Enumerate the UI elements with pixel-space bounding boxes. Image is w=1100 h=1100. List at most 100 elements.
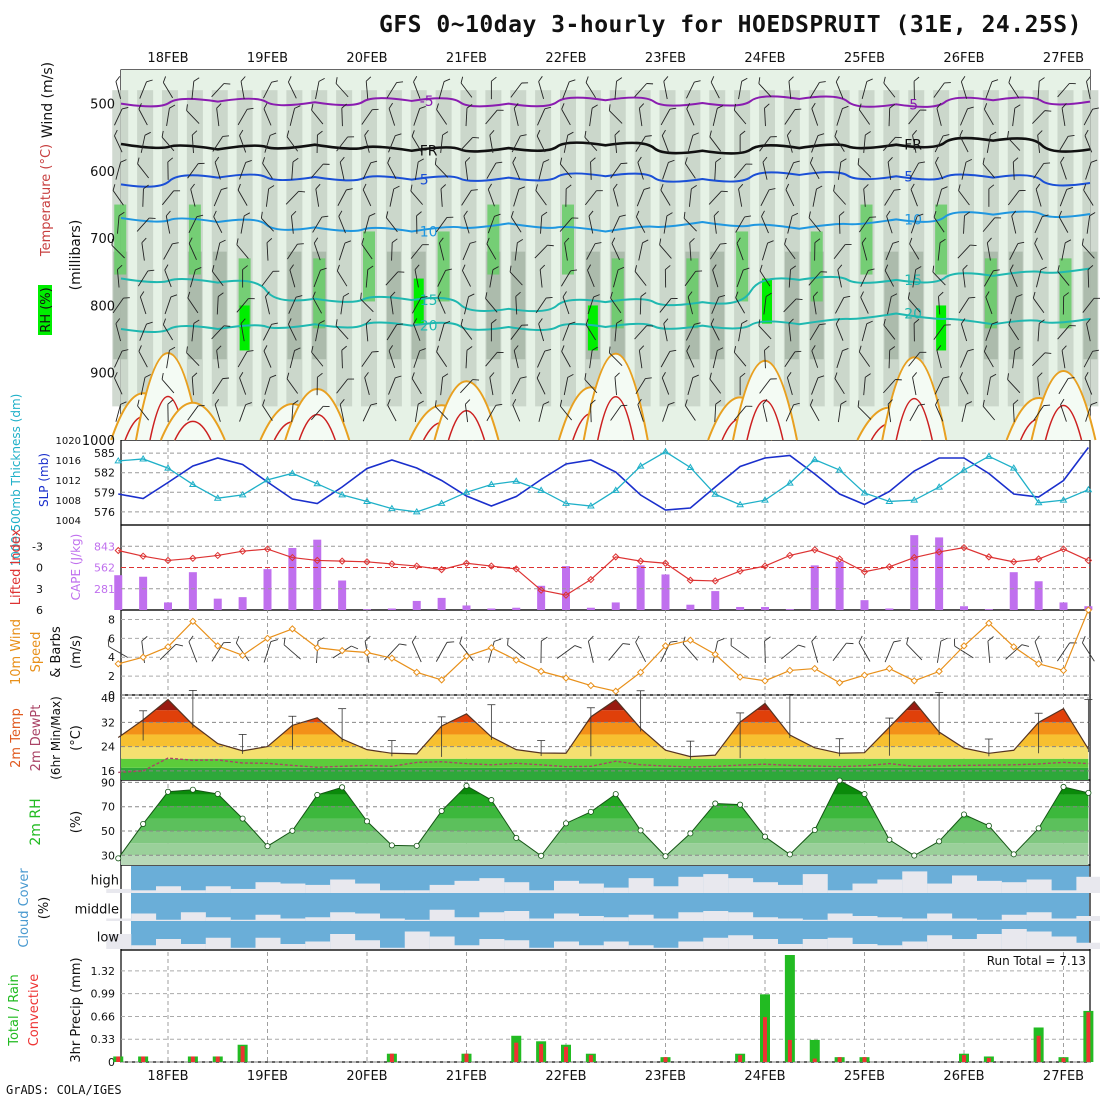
wind-barb <box>485 292 498 313</box>
wind-barb <box>638 239 649 261</box>
wind-barb <box>464 399 471 423</box>
wind-barb <box>614 319 623 342</box>
cloud-low-bar <box>827 937 853 949</box>
wind-barb <box>286 243 304 260</box>
wind-barb <box>538 401 550 422</box>
wind-barb <box>464 157 471 180</box>
wind-barb <box>1057 265 1070 286</box>
thickness-marker <box>960 466 968 473</box>
wind-barb <box>1057 325 1076 340</box>
chart-title: GFS 0~10day 3-hourly for HOEDSPRUIT (31E… <box>378 12 1082 38</box>
thickness-marker <box>611 486 620 493</box>
wind-barb <box>534 244 554 259</box>
wind-barb <box>634 83 654 98</box>
precip-convective-bar <box>787 1039 792 1062</box>
grads-credit: GrADS: COLA/IGES <box>6 1083 122 1097</box>
thickness-marker <box>338 490 347 498</box>
wind-barb <box>738 183 744 207</box>
cloud-middle-bar <box>280 918 306 921</box>
cloud-low-bar <box>1001 929 1027 949</box>
precip-convective-bar <box>116 1056 121 1062</box>
wind-barb <box>211 325 231 340</box>
wind-barb <box>1032 110 1052 124</box>
wind-barb <box>763 292 772 315</box>
lifted-marker <box>313 556 321 565</box>
wind-barb <box>242 265 248 288</box>
cloud-middle-bar <box>379 918 405 921</box>
wind-barb <box>115 76 122 99</box>
wind-barb <box>687 132 699 153</box>
x-tick-bottom-25FEB: 25FEB <box>844 1069 885 1080</box>
wind-barb <box>316 130 323 154</box>
wind-barb <box>239 129 247 153</box>
wind-barb <box>212 135 230 152</box>
wind-barb <box>883 136 902 151</box>
wind-barb <box>391 238 398 261</box>
wind-barb <box>836 348 849 368</box>
wind-barb <box>561 345 571 368</box>
contour-label--5: -5 <box>420 94 434 110</box>
wind-barb <box>787 212 799 234</box>
wind-barb <box>1062 292 1070 315</box>
rh-bright-patch <box>239 305 250 351</box>
cloud-middle-bar <box>678 912 704 921</box>
wind-marker <box>661 642 670 650</box>
surface-wind-barb <box>660 640 678 663</box>
wind-barb <box>588 210 594 234</box>
cloud-middle-bar <box>827 913 853 921</box>
wind-barb <box>440 131 449 153</box>
hot-dome <box>597 396 635 441</box>
thickness-marker <box>562 499 570 506</box>
wind-barb <box>1061 345 1067 369</box>
cloud-high-bar <box>1026 879 1052 893</box>
cape-bar <box>188 572 197 610</box>
cloud-middle-bar <box>753 917 778 921</box>
wind-barb <box>812 291 818 315</box>
side-label-wind: Wind (m/s) <box>40 62 56 138</box>
cloud-high-bar <box>180 890 206 893</box>
wind-barb <box>186 346 200 367</box>
wind-barb <box>837 158 847 180</box>
wind-barb <box>589 346 598 369</box>
precip-convective-bar <box>837 1057 842 1062</box>
wind-barb <box>336 264 348 287</box>
wind-barb <box>689 237 695 261</box>
wind-barb <box>315 320 325 342</box>
cloud-middle-bar <box>703 911 729 921</box>
wind-barb <box>683 211 697 232</box>
y-axis-label-precip-conv: Convective <box>27 974 42 1047</box>
wind-barb <box>1085 401 1098 422</box>
rh-marker <box>786 851 793 858</box>
cloud-high-bar <box>603 887 629 893</box>
y-axis-label-cape: CAPE (J/kg) <box>69 534 83 601</box>
cloud-middle-bar <box>180 912 206 921</box>
wind-marker <box>612 687 620 695</box>
surface-wind-barb <box>587 635 594 663</box>
wind-barb <box>186 104 200 124</box>
wind-barb <box>960 76 968 99</box>
y-tick-cape: 281 <box>94 583 115 596</box>
wind-barb <box>365 265 374 288</box>
rh-green-patch <box>611 258 624 329</box>
wind-barb <box>460 318 473 340</box>
wind-barb <box>191 77 200 100</box>
wind-barb <box>311 163 330 178</box>
wind-barb <box>187 162 205 179</box>
wind-barb <box>834 130 845 152</box>
rh-marker <box>463 782 470 789</box>
wind-barb <box>239 402 252 422</box>
cape-bar <box>1059 602 1068 610</box>
wind-barb <box>887 293 898 315</box>
cloud-low-bar <box>927 935 953 949</box>
wind-barb <box>610 404 628 421</box>
wind-barb <box>985 79 999 99</box>
rh-marker <box>961 811 968 818</box>
wind-barb <box>986 237 992 261</box>
temperature-contour-15 <box>120 267 1091 313</box>
wind-barb <box>338 210 346 234</box>
wind-barb <box>562 291 570 315</box>
lifted-marker <box>139 552 147 560</box>
rh-shade <box>659 90 676 407</box>
cloud-high-bar <box>230 888 256 893</box>
precip-convective-bar <box>663 1057 668 1062</box>
